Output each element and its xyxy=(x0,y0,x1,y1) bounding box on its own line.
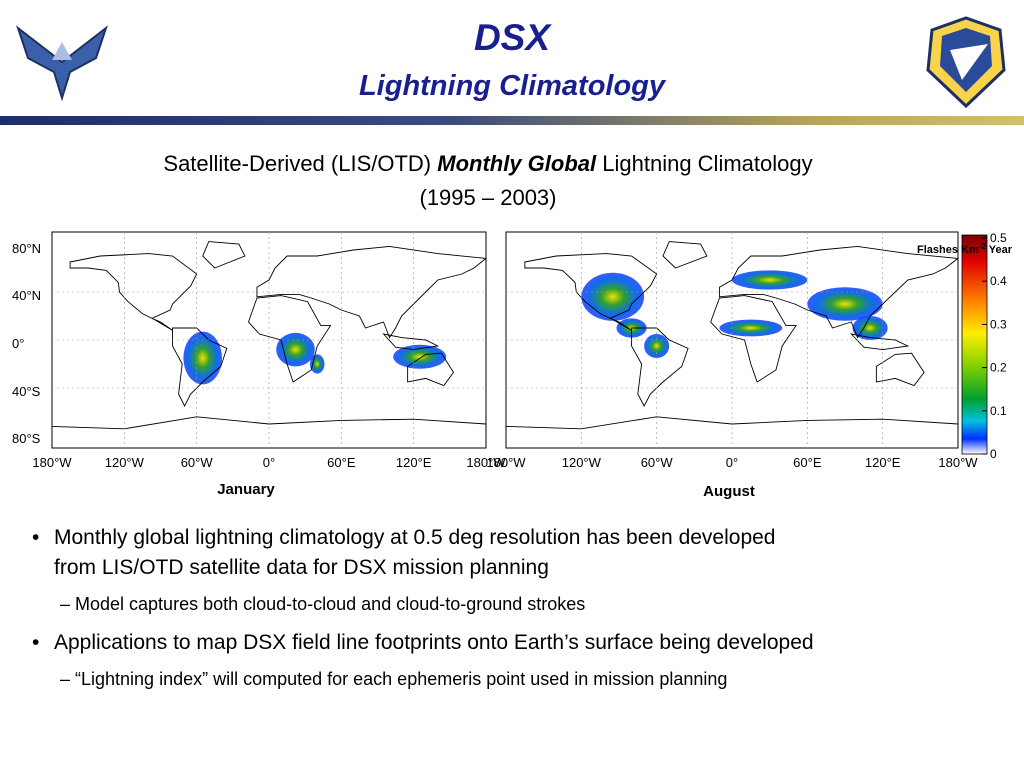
colorbar-tick-label: 0 xyxy=(990,447,997,461)
lon-label: 60°W xyxy=(641,455,674,470)
bullet-marker: • xyxy=(32,631,39,654)
colorbar-label-text: Year xyxy=(986,244,1013,256)
colorbar-tick-label: 0.1 xyxy=(990,404,1007,418)
lon-label: 0° xyxy=(263,455,275,470)
lon-label: 120°E xyxy=(865,455,901,470)
slide-subtitle: Lightning Climatology xyxy=(359,70,667,102)
colorbar-label: Flashes Km-2 Year xyxy=(917,242,1013,256)
lat-label: 80°N xyxy=(12,241,41,256)
lon-label: 120°W xyxy=(105,455,145,470)
sub-bullet: – “Lightning index” will computed for ea… xyxy=(60,669,727,689)
lon-label: 60°W xyxy=(181,455,214,470)
caption-period: (1995 – 2003) xyxy=(420,185,557,210)
caption-text: Lightning Climatology xyxy=(596,151,812,176)
bullet-text: from LIS/OTD satellite data for DSX miss… xyxy=(54,556,549,579)
colorbar-tick-label: 0.5 xyxy=(990,231,1007,245)
lon-label: 180°W xyxy=(486,455,526,470)
caption-emphasis: Monthly Global xyxy=(437,151,597,176)
lon-label: 180°W xyxy=(466,455,506,470)
colorbar-label-text: Flashes Km xyxy=(917,244,979,256)
bullet-marker: • xyxy=(32,526,39,549)
lon-label: 0° xyxy=(726,455,738,470)
bullet-list: • Monthly global lightning climatology at… xyxy=(32,526,814,689)
bullet-text: Monthly global lightning climatology at … xyxy=(54,526,776,549)
lat-label: 80°S xyxy=(12,431,41,446)
colorbar-exponent: -2 xyxy=(979,242,987,251)
map-label: August xyxy=(703,483,755,500)
lat-label: 40°S xyxy=(12,384,41,399)
figure-caption: Satellite-Derived (LIS/OTD) Monthly Glob… xyxy=(163,151,812,176)
colorbar xyxy=(961,234,988,455)
lon-label: 180°W xyxy=(32,455,72,470)
sub-bullet: – Model captures both cloud-to-cloud and… xyxy=(60,594,585,614)
air-force-logo xyxy=(16,25,108,102)
lon-label: 120°W xyxy=(562,455,602,470)
bullet-text: Applications to map DSX field line footp… xyxy=(54,631,814,654)
lat-label: 0° xyxy=(12,336,24,351)
lat-label: 40°N xyxy=(12,288,41,303)
header-rule xyxy=(0,116,1024,125)
map-august xyxy=(505,231,959,449)
slide-title: DSX xyxy=(474,17,552,58)
lon-label: 60°E xyxy=(327,455,356,470)
map-label: January xyxy=(217,481,275,498)
lon-label: 120°E xyxy=(396,455,432,470)
colorbar-tick-label: 0.4 xyxy=(990,274,1007,288)
colorbar-tick-label: 0.2 xyxy=(990,361,1007,375)
afrl-logo xyxy=(926,16,1006,109)
map-january xyxy=(51,231,487,449)
colorbar-tick-label: 0.3 xyxy=(990,317,1007,331)
caption-text: Satellite-Derived (LIS/OTD) xyxy=(163,151,437,176)
lon-label: 180°W xyxy=(938,455,978,470)
lon-label: 60°E xyxy=(793,455,822,470)
